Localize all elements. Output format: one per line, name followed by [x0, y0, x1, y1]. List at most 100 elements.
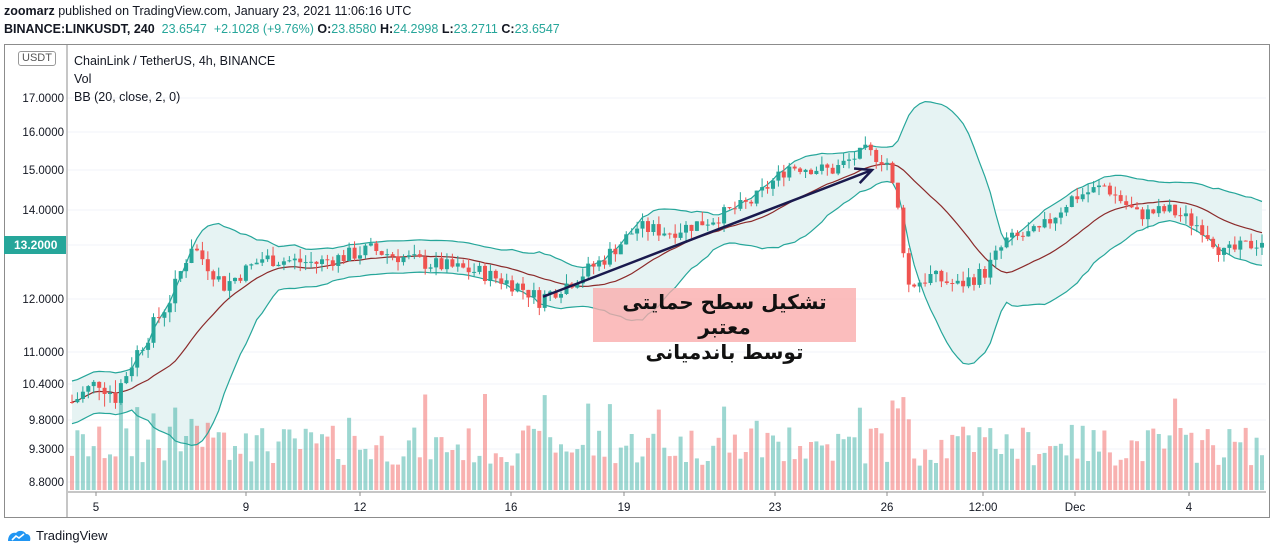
- volume-bar: [1042, 452, 1047, 490]
- candle-body: [265, 255, 270, 260]
- candle-body: [385, 254, 390, 256]
- candle-body: [694, 221, 699, 231]
- publish-info: zoomarz published on TradingView.com, Ja…: [4, 4, 411, 18]
- candle-body: [320, 259, 324, 264]
- currency-badge[interactable]: USDT: [18, 51, 56, 66]
- candle-body: [488, 270, 493, 281]
- volume-bar: [80, 434, 85, 490]
- candle-body: [466, 267, 471, 273]
- candle-body: [1211, 238, 1216, 248]
- volume-bar: [684, 462, 688, 490]
- volume-bar: [597, 430, 602, 490]
- candle-body: [732, 208, 737, 210]
- volume-bar: [743, 452, 748, 490]
- candle-body: [91, 381, 96, 387]
- volume-bar: [542, 395, 547, 490]
- candle-body: [586, 263, 591, 277]
- candle-body: [651, 224, 656, 232]
- volume-bar: [75, 430, 80, 490]
- last-price: 23.6547: [161, 22, 207, 36]
- candle-body: [906, 253, 911, 285]
- candle-body: [1243, 240, 1248, 242]
- candle-body: [792, 166, 797, 169]
- footer-brand[interactable]: TradingView: [6, 528, 108, 543]
- candle-body: [727, 207, 732, 209]
- candle-body: [233, 277, 237, 282]
- volume-bar: [412, 427, 417, 490]
- volume-bar: [146, 439, 151, 490]
- volume-bar: [254, 435, 259, 490]
- candle-body: [249, 264, 254, 266]
- high-value: 24.2998: [393, 22, 439, 36]
- volume-bar: [91, 446, 96, 490]
- candle-body: [227, 281, 232, 291]
- candle-body: [1102, 185, 1107, 187]
- candle-body: [1222, 247, 1226, 255]
- volume-bar: [1205, 429, 1210, 490]
- annotation-line-1: تشکیل سطح حمایتی معتبر: [622, 290, 827, 339]
- volume-bar: [906, 419, 911, 490]
- volume-bar: [689, 430, 694, 490]
- volume-bar: [1064, 455, 1069, 490]
- close-label: C:: [501, 22, 515, 36]
- volume-bar: [602, 456, 607, 490]
- candle-body: [417, 254, 422, 257]
- candle-body: [1004, 237, 1009, 248]
- candle-body: [276, 264, 281, 267]
- volume-bar: [569, 452, 574, 490]
- candle-body: [200, 250, 205, 260]
- volume-bar: [162, 460, 167, 490]
- annotation-box[interactable]: تشکیل سطح حمایتی معتبر توسط باندمیانی: [593, 288, 856, 364]
- candle-body: [939, 270, 944, 282]
- candle-body: [689, 224, 694, 231]
- candle-body: [292, 258, 297, 261]
- volume-bar: [156, 448, 161, 490]
- volume-bar: [97, 426, 102, 490]
- volume-bar: [341, 464, 346, 490]
- volume-bar: [113, 456, 118, 490]
- volume-bar: [754, 420, 759, 490]
- candle-body: [1249, 240, 1254, 249]
- volume-bar: [1113, 465, 1118, 490]
- candle-body: [841, 160, 846, 165]
- volume-bar: [483, 394, 487, 490]
- candle-body: [195, 248, 199, 251]
- candle-body: [379, 251, 384, 255]
- candle-body: [531, 290, 536, 298]
- candle-body: [298, 258, 303, 263]
- legend-bollinger[interactable]: BB (20, close, 2, 0): [74, 90, 181, 104]
- candle-body: [972, 277, 976, 285]
- volume-bar: [868, 428, 873, 490]
- candle-body: [336, 255, 341, 266]
- volume-bar: [765, 432, 770, 490]
- candle-body: [108, 392, 112, 394]
- volume-bar: [205, 422, 210, 490]
- volume-bar: [102, 458, 107, 490]
- candle-body: [830, 167, 835, 174]
- candle-body: [390, 254, 395, 257]
- candle-body: [912, 284, 917, 287]
- volume-bar: [950, 434, 955, 490]
- volume-bar: [444, 452, 449, 490]
- volume-bar: [635, 462, 640, 490]
- volume-bar: [504, 462, 509, 490]
- volume-bar: [803, 458, 808, 490]
- candle-body: [504, 280, 509, 284]
- y-tick-label: 11.0000: [23, 347, 64, 359]
- volume-bar: [260, 428, 265, 490]
- candle-body: [211, 271, 216, 280]
- volume-bar: [396, 464, 400, 490]
- legend-volume[interactable]: Vol: [74, 72, 92, 86]
- candle-body: [222, 276, 227, 291]
- volume-bar: [673, 455, 678, 490]
- volume-bar: [646, 437, 650, 490]
- volume-bar: [1129, 440, 1134, 490]
- volume-bar: [70, 455, 74, 490]
- candle-body: [901, 207, 906, 254]
- volume-bar: [825, 444, 830, 490]
- candle-body: [1091, 187, 1096, 193]
- volume-bar: [999, 454, 1004, 490]
- volume-bar: [640, 456, 645, 490]
- candle-body: [580, 276, 585, 284]
